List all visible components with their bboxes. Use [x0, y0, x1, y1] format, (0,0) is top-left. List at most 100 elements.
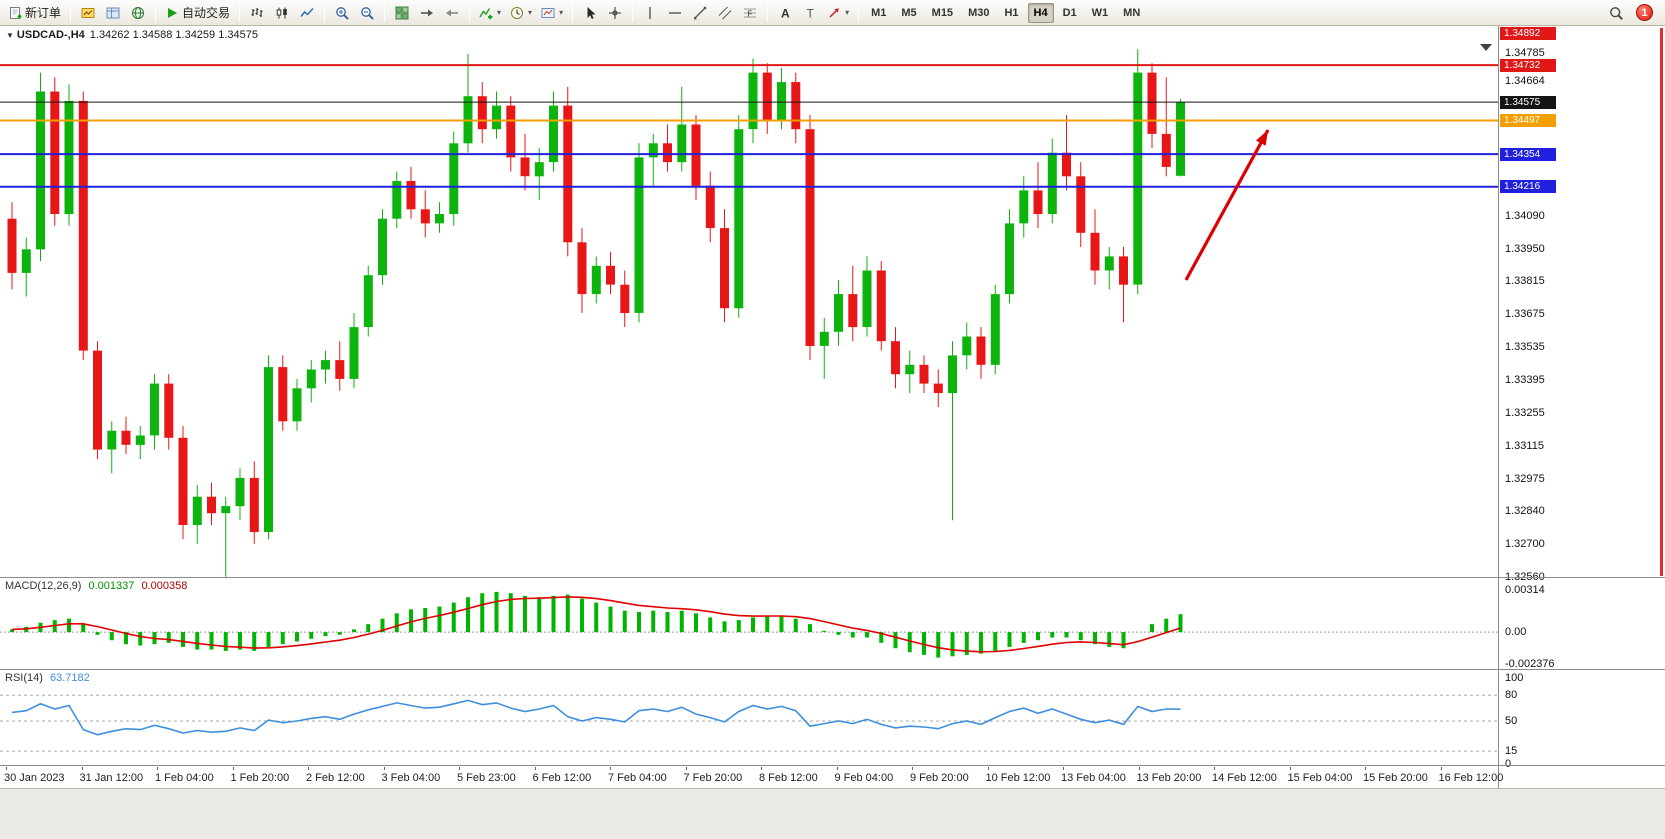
- candlestick-chart-button[interactable]: [270, 2, 294, 24]
- candle-body: [93, 350, 102, 450]
- candle-body: [577, 242, 587, 295]
- vline-icon: [643, 6, 657, 20]
- tile-windows-button[interactable]: [390, 2, 414, 24]
- candle-body: [876, 270, 886, 342]
- chart-ohlc: 1.34262 1.34588 1.34259 1.34575: [89, 29, 258, 41]
- time-axis-label: 9 Feb 04:00: [834, 772, 894, 784]
- autotrading-button[interactable]: 自动交易: [161, 2, 234, 24]
- candle-body: [634, 157, 644, 313]
- price-axis-label: 1.33950: [1505, 243, 1545, 256]
- candle-body: [606, 265, 615, 285]
- time-axis-label: 2 Feb 12:00: [306, 772, 365, 784]
- dropdown-caret-icon[interactable]: ▾: [528, 8, 533, 17]
- candle-body: [805, 129, 815, 346]
- data-window-button[interactable]: [101, 2, 125, 24]
- time-axis-tick: [6, 767, 7, 770]
- new-order-icon: [8, 6, 22, 20]
- channel-icon: [718, 6, 732, 20]
- candle-body: [135, 435, 145, 445]
- chart-shift-button[interactable]: [440, 2, 464, 24]
- timeframe-button-w1[interactable]: W1: [1091, 6, 1109, 19]
- arrows-icon: [827, 6, 841, 20]
- zoom-out-button[interactable]: [355, 2, 379, 24]
- main-toolbar: 新订单 自动交易 ▾ ▾ ▾ F A T ▾ M1 M5 M15 M30 H1 H4 D1 W1 MN 1: [0, 0, 1665, 26]
- auto-scroll-button[interactable]: [415, 2, 439, 24]
- navigator-icon: [131, 6, 145, 20]
- macd-label: MACD(12,26,9) 0.001337 0.000358: [5, 580, 191, 592]
- rsi-axis-label: 50: [1505, 715, 1518, 727]
- candle-body: [933, 383, 943, 393]
- fibonacci-button[interactable]: F: [738, 2, 762, 24]
- timeframe-button-m5[interactable]: M5: [901, 6, 917, 19]
- timeframe-button-m1[interactable]: M1: [871, 6, 887, 19]
- horizontal-line-button[interactable]: [663, 2, 687, 24]
- toolbar-left: 新订单 自动交易 ▾ ▾ ▾ F A T ▾ M1 M5 M15 M30 H1 H4 D1 W1 MN: [4, 0, 1147, 25]
- macd-pane[interactable]: [0, 578, 1498, 670]
- chart-shift-marker-icon[interactable]: [1480, 44, 1492, 51]
- pane-separator[interactable]: [0, 765, 1665, 766]
- candle-body: [677, 124, 687, 163]
- price-axis-label: 1.33115: [1505, 440, 1544, 453]
- time-axis-label: 31 Jan 12:00: [79, 772, 144, 784]
- timeframe-button-m30[interactable]: M30: [968, 6, 990, 19]
- trendline-button[interactable]: [688, 2, 712, 24]
- candle-body: [1161, 133, 1171, 167]
- dropdown-caret-icon[interactable]: ▾: [497, 8, 502, 17]
- zoom-in-button[interactable]: [330, 2, 354, 24]
- timeframe-button-h4[interactable]: H4: [1027, 2, 1054, 23]
- toolbar-right: 1: [1604, 2, 1661, 24]
- periods-button[interactable]: ▾: [506, 2, 536, 24]
- search-button[interactable]: [1604, 2, 1628, 24]
- market-watch-button[interactable]: [76, 2, 100, 24]
- timeframe-button-mn[interactable]: MN: [1123, 6, 1141, 19]
- candle-body: [306, 369, 316, 389]
- candle-body: [705, 185, 715, 229]
- text-label-button[interactable]: T: [798, 2, 822, 24]
- macd-axis-label: 0.00: [1505, 626, 1527, 639]
- window-edge-vertical-line: [1660, 28, 1663, 576]
- candle-body: [534, 162, 544, 177]
- chart-title-overlay: ▼ USDCAD-,H4 1.34262 1.34588 1.34259 1.345…: [6, 29, 258, 41]
- dropdown-caret-icon[interactable]: ▾: [845, 8, 850, 17]
- price-chart[interactable]: [0, 42, 1498, 578]
- text-button[interactable]: A: [773, 2, 797, 24]
- timeframe-button-m15[interactable]: M15: [931, 6, 954, 19]
- price-axis[interactable]: 1.34785 1.34664 1.34090 1.33950 1.33815 1.336…: [1498, 26, 1665, 788]
- bar-chart-button[interactable]: [245, 2, 269, 24]
- candle-body: [1062, 152, 1071, 177]
- trend-arrow-head: [1255, 130, 1268, 146]
- candle-body: [976, 336, 986, 365]
- dropdown-caret-icon[interactable]: ▾: [559, 8, 564, 17]
- time-axis-tick: [1440, 767, 1442, 770]
- navigator-button[interactable]: [126, 2, 150, 24]
- cursor-button[interactable]: [578, 2, 602, 24]
- price-axis-label: 1.32975: [1505, 473, 1545, 486]
- notification-badge[interactable]: 1: [1636, 4, 1653, 21]
- pane-separator[interactable]: [0, 669, 1665, 670]
- vertical-line-button[interactable]: [638, 2, 662, 24]
- candle-body: [506, 105, 516, 158]
- timeframe-button-h1[interactable]: H1: [1004, 6, 1019, 19]
- trend-arrow[interactable]: [1184, 129, 1270, 281]
- candle-body: [78, 100, 88, 351]
- time-axis-label: 15 Feb 20:00: [1363, 772, 1428, 784]
- crosshair-button[interactable]: [603, 2, 627, 24]
- timeframe-button-d1[interactable]: D1: [1062, 6, 1077, 19]
- rsi-axis-label: 0: [1505, 758, 1512, 770]
- arrows-button[interactable]: ▾: [823, 2, 853, 24]
- new-order-button-label: 新订单: [25, 6, 62, 20]
- line-chart-button[interactable]: [295, 2, 319, 24]
- zoom-in-icon: [335, 6, 349, 20]
- new-order-button[interactable]: 新订单: [4, 2, 65, 24]
- time-axis-label: 6 Feb 12:00: [532, 772, 592, 784]
- pane-separator[interactable]: [0, 577, 1665, 578]
- templates-button[interactable]: ▾: [537, 2, 567, 24]
- data-window-icon: [106, 6, 120, 20]
- chart-menu-caret-icon[interactable]: ▼: [6, 31, 14, 40]
- linechart-icon: [300, 6, 314, 20]
- indicators-button[interactable]: ▾: [475, 2, 505, 24]
- rsi-pane[interactable]: [0, 670, 1498, 766]
- time-axis[interactable]: 30 Jan 2023 31 Jan 12:00 1 Feb 04:00 1 Feb …: [0, 766, 1503, 788]
- rsi-line: [11, 699, 1181, 736]
- equidistant-channel-button[interactable]: [713, 2, 737, 24]
